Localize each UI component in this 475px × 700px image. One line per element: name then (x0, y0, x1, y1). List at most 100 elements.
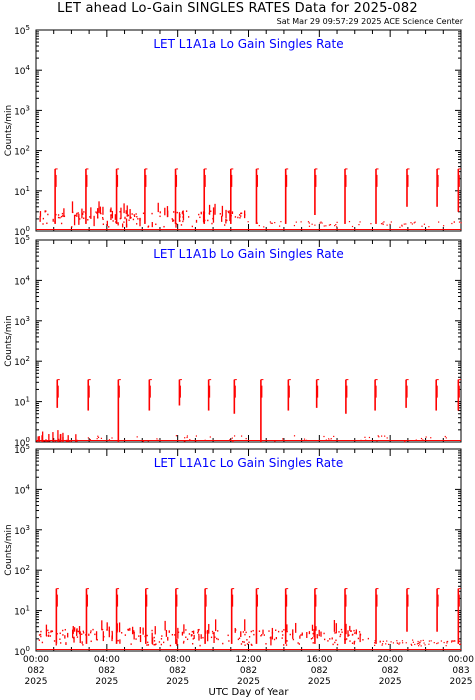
baseline-point (136, 436, 138, 438)
baseline-point (329, 224, 332, 226)
baseline-point (410, 222, 412, 224)
baseline-point (139, 217, 141, 227)
baseline-point (57, 216, 60, 219)
x-tick-year: 2025 (237, 677, 260, 687)
baseline-point (263, 226, 265, 228)
baseline-point (328, 438, 330, 440)
baseline-point (142, 440, 145, 442)
baseline-point (359, 633, 361, 643)
baseline-point (176, 211, 178, 214)
baseline-point (87, 219, 89, 221)
baseline-point (49, 635, 52, 637)
baseline-point (225, 218, 227, 224)
y-tick-exponent: 4 (26, 483, 31, 491)
x-tick-time: 08:00 (165, 655, 191, 665)
baseline-point (171, 633, 174, 636)
baseline-point (301, 632, 303, 636)
baseline-point (450, 641, 453, 643)
baseline-point (362, 639, 364, 641)
panel-title: LET L1A1a Lo Gain Singles Rate (153, 37, 343, 51)
baseline-point (160, 643, 163, 646)
baseline-point (357, 637, 360, 640)
x-tick-time: 04:00 (94, 655, 120, 665)
baseline-point (347, 630, 349, 637)
baseline-point (350, 630, 352, 632)
baseline-point (275, 637, 278, 640)
baseline-point (226, 219, 228, 222)
baseline-point (181, 631, 184, 636)
baseline-point (81, 641, 83, 644)
baseline-point (39, 211, 42, 217)
baseline-point (38, 634, 41, 636)
baseline-point (52, 218, 54, 222)
baseline-point (127, 214, 130, 217)
baseline-point (46, 440, 48, 442)
baseline-point (323, 632, 325, 635)
baseline-point (246, 643, 249, 645)
baseline-point (263, 634, 265, 636)
baseline-point (262, 629, 264, 635)
baseline-point (240, 631, 242, 638)
baseline-point (334, 632, 336, 634)
baseline-point (425, 436, 427, 438)
baseline-point (282, 438, 284, 440)
baseline-point (265, 643, 267, 645)
baseline-point (59, 638, 61, 640)
baseline-point (132, 218, 135, 221)
baseline-point (430, 640, 432, 642)
baseline-point (111, 437, 113, 439)
baseline-point (206, 629, 209, 642)
baseline-point (212, 207, 215, 216)
baseline-point (451, 640, 453, 642)
baseline-point (411, 644, 413, 646)
baseline-point (81, 633, 83, 635)
baseline-point (382, 223, 384, 226)
baseline-point (111, 632, 113, 640)
baseline-point (95, 211, 97, 213)
baseline-point (212, 215, 215, 223)
baseline-point (36, 440, 38, 442)
baseline-point (310, 637, 313, 640)
baseline-point (133, 632, 135, 640)
baseline-point (355, 629, 357, 635)
baseline-point (200, 634, 202, 639)
baseline-point (325, 225, 327, 227)
baseline-point (78, 213, 80, 225)
baseline-point (388, 643, 390, 646)
baseline-point (335, 623, 337, 634)
y-tick-exponent: 3 (26, 524, 30, 532)
baseline-point (184, 437, 186, 439)
baseline-point (133, 630, 135, 632)
baseline-point (401, 640, 404, 642)
baseline-point (245, 631, 247, 634)
baseline-point (270, 222, 272, 224)
baseline-point (341, 631, 343, 633)
baseline-point (410, 643, 412, 645)
baseline-point (128, 219, 130, 221)
baseline-point (208, 623, 210, 634)
baseline-point (82, 212, 84, 215)
baseline-point (181, 212, 183, 214)
baseline-point (460, 222, 462, 224)
baseline-point (96, 438, 98, 440)
baseline-point (129, 627, 131, 631)
baseline-point (213, 631, 215, 643)
baseline-point (222, 642, 224, 645)
baseline-point (286, 630, 288, 633)
baseline-point (59, 216, 61, 219)
baseline-point (183, 624, 185, 634)
baseline-point (186, 436, 188, 439)
baseline-point (348, 634, 350, 636)
baseline-point (414, 221, 416, 223)
baseline-point (311, 223, 313, 225)
baseline-point (389, 223, 391, 226)
baseline-point (76, 636, 79, 638)
baseline-point (212, 632, 214, 635)
y-tick-exponent: 2 (26, 564, 30, 572)
baseline-point (137, 218, 139, 220)
baseline-point (73, 636, 75, 643)
baseline-point (199, 644, 201, 647)
baseline-point (108, 629, 110, 632)
baseline-point (453, 221, 455, 223)
baseline-point (444, 435, 446, 438)
